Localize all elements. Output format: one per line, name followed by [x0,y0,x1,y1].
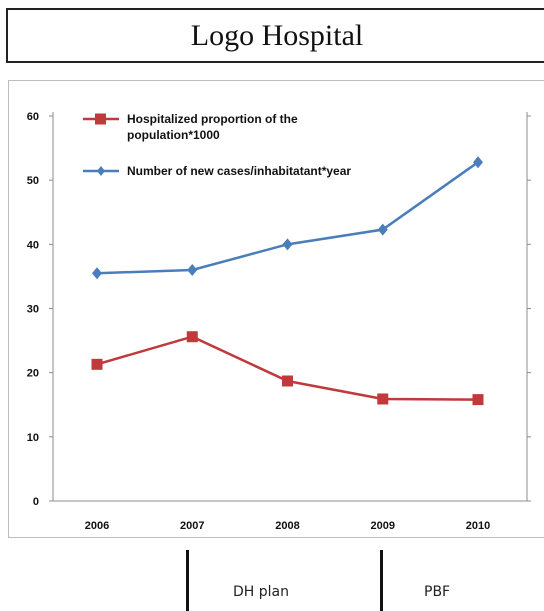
phase-divider-line-1 [186,550,189,611]
y-tick-label: 60 [27,111,39,123]
data-point-square [472,394,484,406]
chart-legend: Hospitalized proportion of the population… [83,112,351,178]
legend-label: Number of new cases/inhabitatant*year [127,164,351,178]
data-point-diamond [473,156,483,169]
chart-frame: 0 10 20 30 40 50 60 2006 2007 2008 2009 2010 Hospit… [8,80,544,538]
series-2 [92,156,483,280]
data-point-diamond [187,264,198,276]
data-point-diamond [92,267,102,280]
series-line [96,161,479,275]
legend-label: Hospitalized proportion of the [127,112,298,126]
header-title: Logo Hospital [190,18,364,52]
y-tick-label: 30 [27,304,39,316]
series-line [96,335,479,401]
data-point-square [91,358,103,370]
chart-series-layer [91,156,484,406]
series-1 [91,331,484,406]
x-tick-label: 2009 [371,520,395,532]
legend-label: population*1000 [127,128,220,142]
chart-axes: 0 10 20 30 40 50 60 2006 2007 2008 2009 2010 [27,111,531,532]
data-point-square [377,393,389,405]
line-chart: 0 10 20 30 40 50 60 2006 2007 2008 2009 2010 Hospit… [27,111,531,532]
legend-entry-2: Number of new cases/inhabitatant*year [83,164,351,178]
y-tick-label: 0 [33,496,39,508]
legend-entry-1: Hospitalized proportion of the population… [83,112,298,142]
data-point-diamond [282,238,293,251]
phase-divider-line-2 [380,550,383,611]
legend-swatch-diamond [97,166,105,176]
x-tick-label: 2007 [180,520,204,532]
y-tick-label: 50 [27,175,39,187]
phase-label-dh-plan: DH plan [233,584,289,600]
y-tick-label: 20 [27,368,39,380]
y-tick-label: 10 [27,432,39,444]
data-point-diamond [377,223,388,236]
hospital-logo-header: Logo Hospital [6,8,544,63]
x-tick-label: 2006 [85,520,109,532]
y-tick-label: 40 [27,239,39,251]
data-point-square [186,331,198,343]
data-point-square [282,375,293,387]
legend-swatch-square [95,113,106,125]
x-tick-label: 2010 [466,520,490,532]
phase-label-pbf: PBF [424,584,451,600]
x-tick-label: 2008 [275,520,299,532]
